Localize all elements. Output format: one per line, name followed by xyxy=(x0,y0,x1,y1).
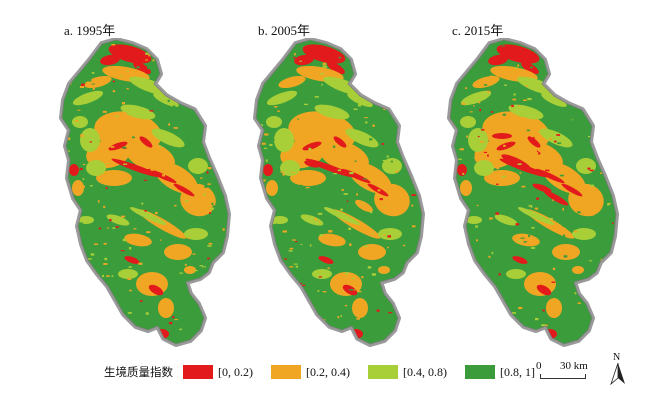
map-content xyxy=(253,38,425,347)
habitat-map xyxy=(59,38,231,347)
legend-item: [0, 0.2) xyxy=(183,365,253,380)
legend-swatch xyxy=(183,365,213,379)
legend-item: [0.2, 0.4) xyxy=(271,365,350,380)
scale-bar: 0 30 km xyxy=(536,360,606,390)
legend-title: 生境质量指数 xyxy=(104,365,173,379)
north-arrow: N xyxy=(608,352,628,386)
map-panel-1995: a. 1995年 xyxy=(58,20,258,350)
map-content xyxy=(447,38,619,347)
panel-label: a. 1995年 xyxy=(64,23,116,38)
map-content xyxy=(59,38,231,347)
legend-swatch xyxy=(465,365,495,379)
north-label: N xyxy=(613,352,621,363)
scale-start-label: 0 xyxy=(536,360,542,372)
scale-bar-line xyxy=(540,374,586,379)
legend-swatch xyxy=(368,365,398,379)
map-panel-2015: c. 2015年 xyxy=(446,20,646,350)
legend-item: [0.8, 1] xyxy=(465,365,535,380)
map-panel-2005: b. 2005年 xyxy=(252,20,452,350)
legend: 生境质量指数 [0, 0.2) [0.2, 0.4) [0.4, 0.8) [0… xyxy=(104,362,553,382)
legend-item: [0.4, 0.8) xyxy=(368,365,447,380)
legend-label: [0.2, 0.4) xyxy=(306,364,350,379)
legend-swatch xyxy=(271,365,301,379)
habitat-map xyxy=(253,38,425,347)
scale-end-label: 30 km xyxy=(560,360,588,372)
legend-label: [0.8, 1] xyxy=(500,364,535,379)
legend-label: [0.4, 0.8) xyxy=(403,364,447,379)
habitat-map xyxy=(447,38,619,347)
panel-label: c. 2015年 xyxy=(452,23,504,38)
north-arrow-icon xyxy=(610,363,625,385)
legend-label: [0, 0.2) xyxy=(218,364,253,379)
panel-label: b. 2005年 xyxy=(258,23,311,38)
